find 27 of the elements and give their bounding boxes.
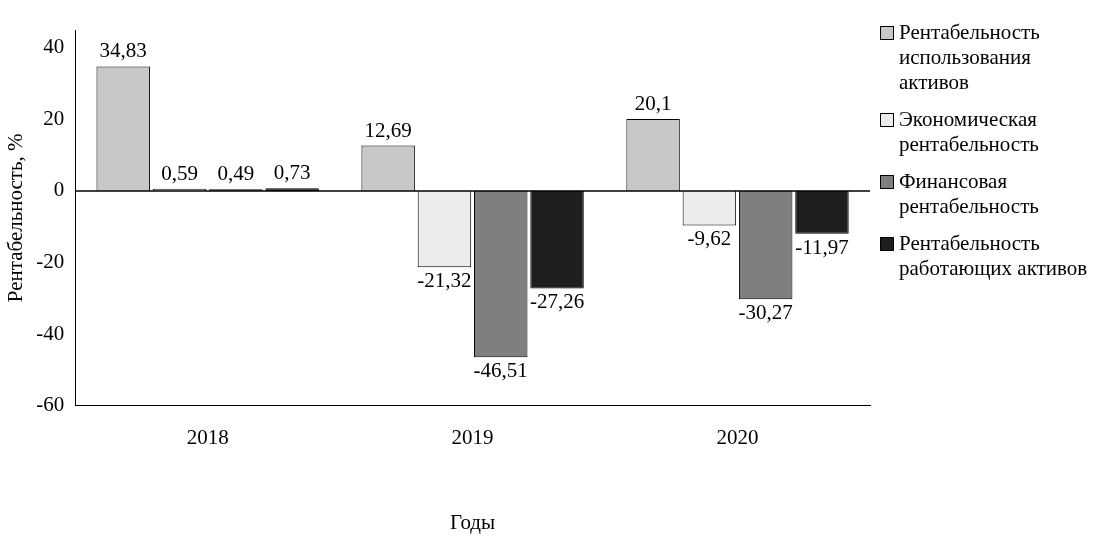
- data-label: -9,62: [687, 226, 732, 251]
- legend-label: Рентабельность работающих активов: [899, 231, 1089, 281]
- y-axis-title: Рентабельность, %: [3, 133, 28, 303]
- data-label: 0,73: [273, 160, 311, 185]
- data-label: 0,49: [217, 161, 255, 186]
- legend-label: Финансовая рентабельность: [899, 169, 1040, 219]
- data-label: -46,51: [473, 358, 528, 383]
- data-label: -27,26: [529, 289, 585, 314]
- data-label: -11,97: [795, 234, 849, 259]
- data-label: 34,83: [99, 38, 147, 63]
- y-tick-label: 40: [43, 34, 65, 59]
- legend-label: Рентабельность использования активов: [899, 20, 1041, 95]
- data-label: 20,1: [634, 91, 672, 116]
- y-tick-label: -20: [36, 249, 65, 274]
- x-tick-label: 2019: [451, 424, 494, 449]
- x-tick-label: 2018: [186, 424, 229, 449]
- y-tick-label: 20: [43, 105, 65, 130]
- y-tick-label: 0: [53, 177, 65, 202]
- data-label: -30,27: [738, 300, 793, 325]
- data-label: 0,59: [161, 160, 198, 185]
- data-label: -21,32: [417, 268, 472, 293]
- data-label: 12,69: [364, 117, 412, 142]
- legend-label: Экономическая рентабельность: [899, 107, 1040, 157]
- y-tick-label: -40: [36, 320, 65, 345]
- x-tick-label: 2020: [716, 424, 759, 449]
- x-axis-title: Годы: [450, 509, 496, 534]
- y-tick-label: -60: [36, 392, 65, 417]
